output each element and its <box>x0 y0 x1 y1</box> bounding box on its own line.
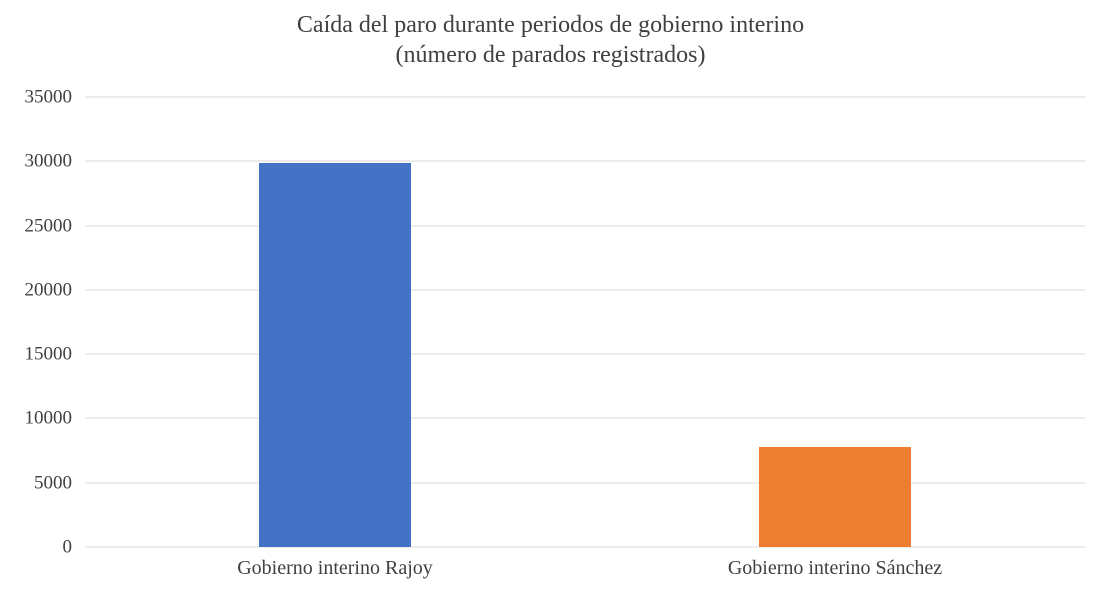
chart-title: Caída del paro durante periodos de gobie… <box>296 12 805 38</box>
gridline <box>85 353 1085 355</box>
gridline <box>85 160 1085 162</box>
y-tick-label: 20000 <box>24 279 73 301</box>
gridline <box>85 417 1085 419</box>
bar-sanchez <box>759 446 911 547</box>
x-category-label: Gobierno interino Rajoy <box>237 557 433 579</box>
y-tick-label: 15000 <box>24 343 73 365</box>
x-category-label: Gobierno interino Sánchez <box>727 557 943 579</box>
chart-title-block: Caída del paro durante periodos de gobie… <box>0 10 1101 70</box>
y-axis: 0 5000 10000 15000 20000 25000 30000 35000 <box>0 88 73 557</box>
y-tick-label: 25000 <box>24 215 73 237</box>
gridline <box>85 96 1085 98</box>
y-tick-label: 30000 <box>24 150 73 172</box>
chart-subtitle: (número de parados registrados) <box>395 42 706 68</box>
y-tick-label: 5000 <box>34 472 72 494</box>
gridline <box>85 225 1085 227</box>
gridline <box>85 289 1085 291</box>
plot-area <box>85 96 1085 548</box>
x-axis-labels: Gobierno interino Rajoy Gobierno interino… <box>85 557 1085 591</box>
y-tick-label: 35000 <box>24 86 73 108</box>
gridline <box>85 546 1085 548</box>
gridline <box>85 482 1085 484</box>
y-tick-label: 10000 <box>24 407 73 429</box>
y-tick-label: 0 <box>62 536 73 558</box>
bar-rajoy <box>259 162 411 547</box>
